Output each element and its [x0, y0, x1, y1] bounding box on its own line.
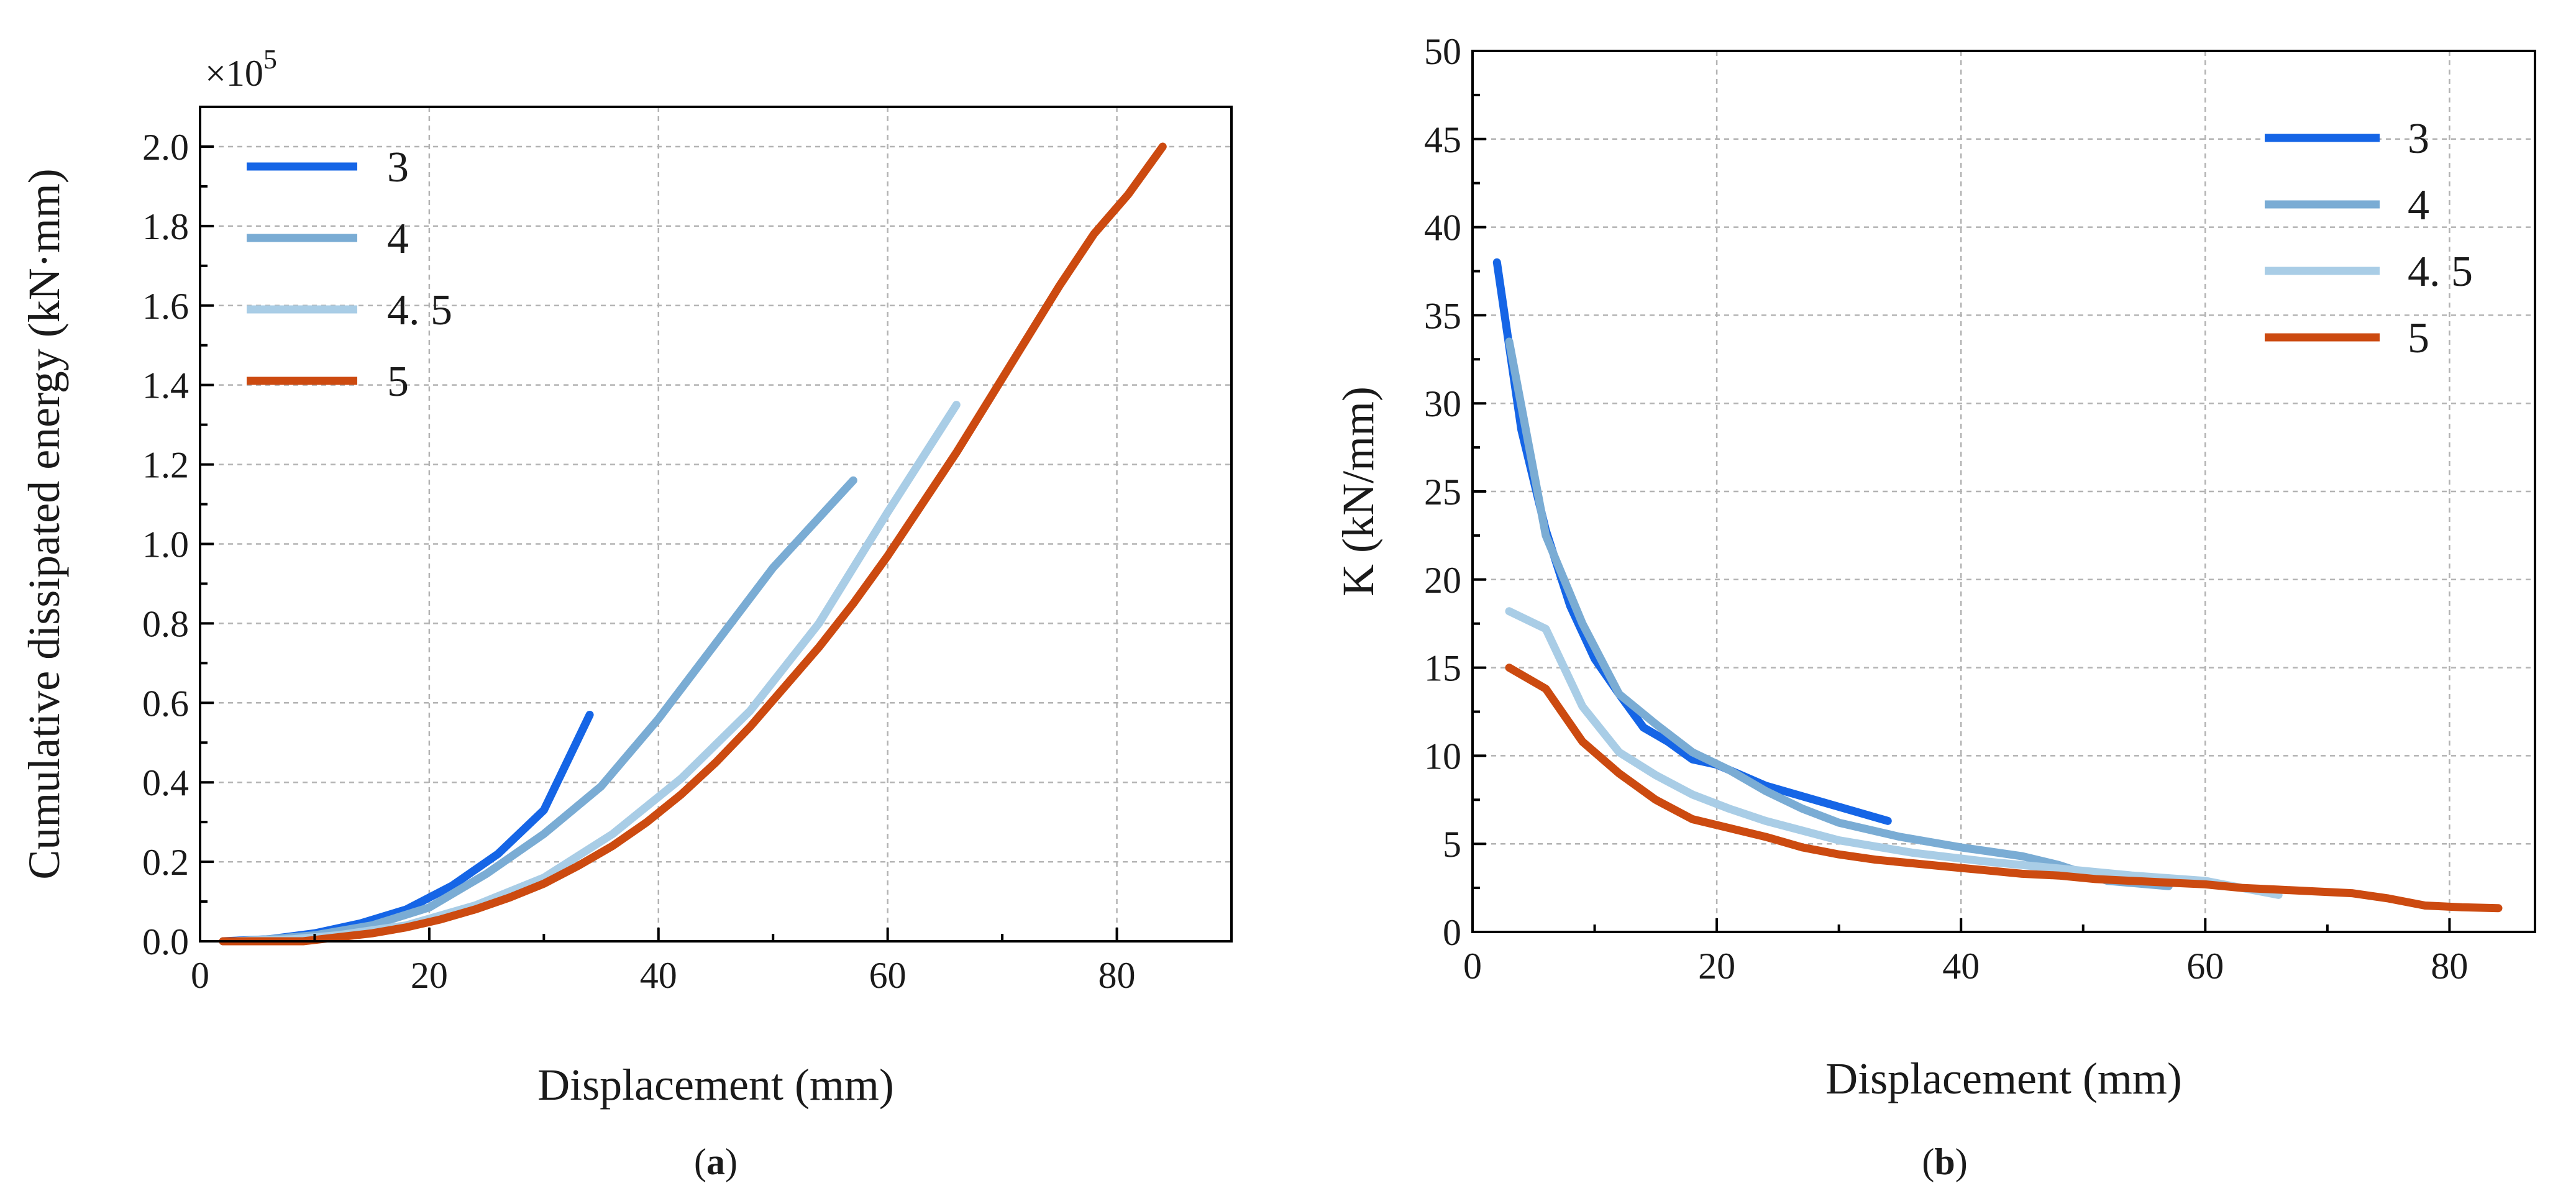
y-tick-label: 1.6 [142, 286, 189, 327]
x-tick-label: 0 [1463, 946, 1482, 987]
y-tick-label: 15 [1424, 648, 1461, 689]
x-tick-label: 40 [1942, 946, 1980, 987]
legend-label: 5 [387, 358, 409, 406]
series-line-3 [1492, 258, 1892, 825]
x-tick-label: 60 [869, 955, 907, 996]
y-tick-label: 0.8 [142, 603, 189, 644]
y-tick-label: 2.0 [142, 127, 189, 168]
y-tick-label: 10 [1424, 736, 1461, 777]
legend-label: 3 [2408, 115, 2429, 163]
series-group [219, 142, 1167, 946]
legend-label: 3 [387, 144, 409, 191]
y-tick-label: 50 [1424, 31, 1461, 72]
y-tick-label: 25 [1424, 472, 1461, 513]
series-line-3 [219, 711, 594, 946]
chart-a: 0 20 40 60 80 0.0 0.2 0.4 0.6 0.8 1.0 1.2 1.4 1.6 1.8 2… [19, 44, 1233, 1182]
caption-part: a [706, 1141, 725, 1182]
x-axis-title: Displacement (mm) [1825, 1054, 2182, 1103]
y-tick-label: 0.0 [142, 921, 189, 962]
legend-label: 4. 5 [2408, 248, 2473, 296]
x-tick-label: 40 [640, 955, 677, 996]
caption-part: ) [725, 1141, 738, 1182]
y-tick-label: 1.2 [142, 445, 189, 486]
y-tick-label: 1.4 [142, 365, 189, 406]
series-line-5 [219, 142, 1167, 946]
caption: (a) [694, 1141, 738, 1182]
y-axis: 0 5 10 15 20 25 30 35 40 45 50 [1424, 31, 1486, 953]
x-tick-label: 20 [1698, 946, 1735, 987]
y-tick-label: 45 [1424, 119, 1461, 160]
x-tick-label: 80 [1098, 955, 1136, 996]
y-tick-label: 1.0 [142, 524, 189, 565]
legend-label: 4 [387, 215, 409, 263]
plot-frame [199, 106, 1233, 943]
y-tick-label: 35 [1424, 295, 1461, 336]
y-tick-label: 20 [1424, 560, 1461, 601]
series-line-4 [1505, 337, 2173, 890]
caption-part: ( [1922, 1141, 1934, 1182]
y-axis: 0.0 0.2 0.4 0.6 0.8 1.0 1.2 1.4 1.6 1.8 2.0 [142, 127, 214, 962]
legend: 3 4 4. 5 5 [2265, 115, 2473, 362]
legend-label: 5 [2408, 314, 2429, 362]
legend-label: 4. 5 [387, 286, 452, 334]
legend: 3 4 4. 5 5 [247, 144, 452, 406]
caption-part: b [1934, 1141, 1955, 1182]
x-axis-title: Displacement (mm) [537, 1060, 894, 1110]
y-tick-label: 0.2 [142, 842, 189, 883]
series-line-5 [1505, 664, 2503, 913]
series-group [1492, 258, 2503, 913]
y-tick-label: 5 [1443, 824, 1461, 865]
gridlines [1473, 50, 2535, 932]
series-line-45 [1505, 607, 2283, 899]
y-tick-label: 30 [1424, 383, 1461, 424]
chart-b: 0 20 40 60 8005101520253035404550Displacemen… [1333, 31, 2536, 1182]
caption: (b) [1922, 1141, 1967, 1182]
y-axis-title: K (kN/mm) [1333, 386, 1383, 596]
x-tick-label: 0 [191, 955, 209, 996]
x-tick-label: 20 [411, 955, 448, 996]
x-tick-label: 60 [2186, 946, 2224, 987]
x-axis: 0 20 40 60 80 [191, 928, 1136, 996]
y-multiplier: ×105 [205, 44, 277, 94]
legend-label: 4 [2408, 181, 2429, 229]
y-multiplier-exponent: 5 [263, 44, 277, 75]
x-axis: 0 20 40 60 80 [1463, 918, 2468, 987]
x-tick-label: 80 [2431, 946, 2468, 987]
y-tick-label: 1.8 [142, 206, 189, 247]
y-tick-label: 0.6 [142, 683, 189, 724]
y-tick-label: 0.4 [142, 762, 189, 803]
y-axis-title: Cumulative dissipated energy (kN·mm) [19, 168, 69, 879]
gridlines [200, 107, 1231, 941]
y-tick-label: 40 [1424, 208, 1461, 249]
y-tick-label: 0 [1443, 912, 1461, 953]
caption-part: ( [694, 1141, 706, 1182]
caption-part: ) [1955, 1141, 1968, 1182]
